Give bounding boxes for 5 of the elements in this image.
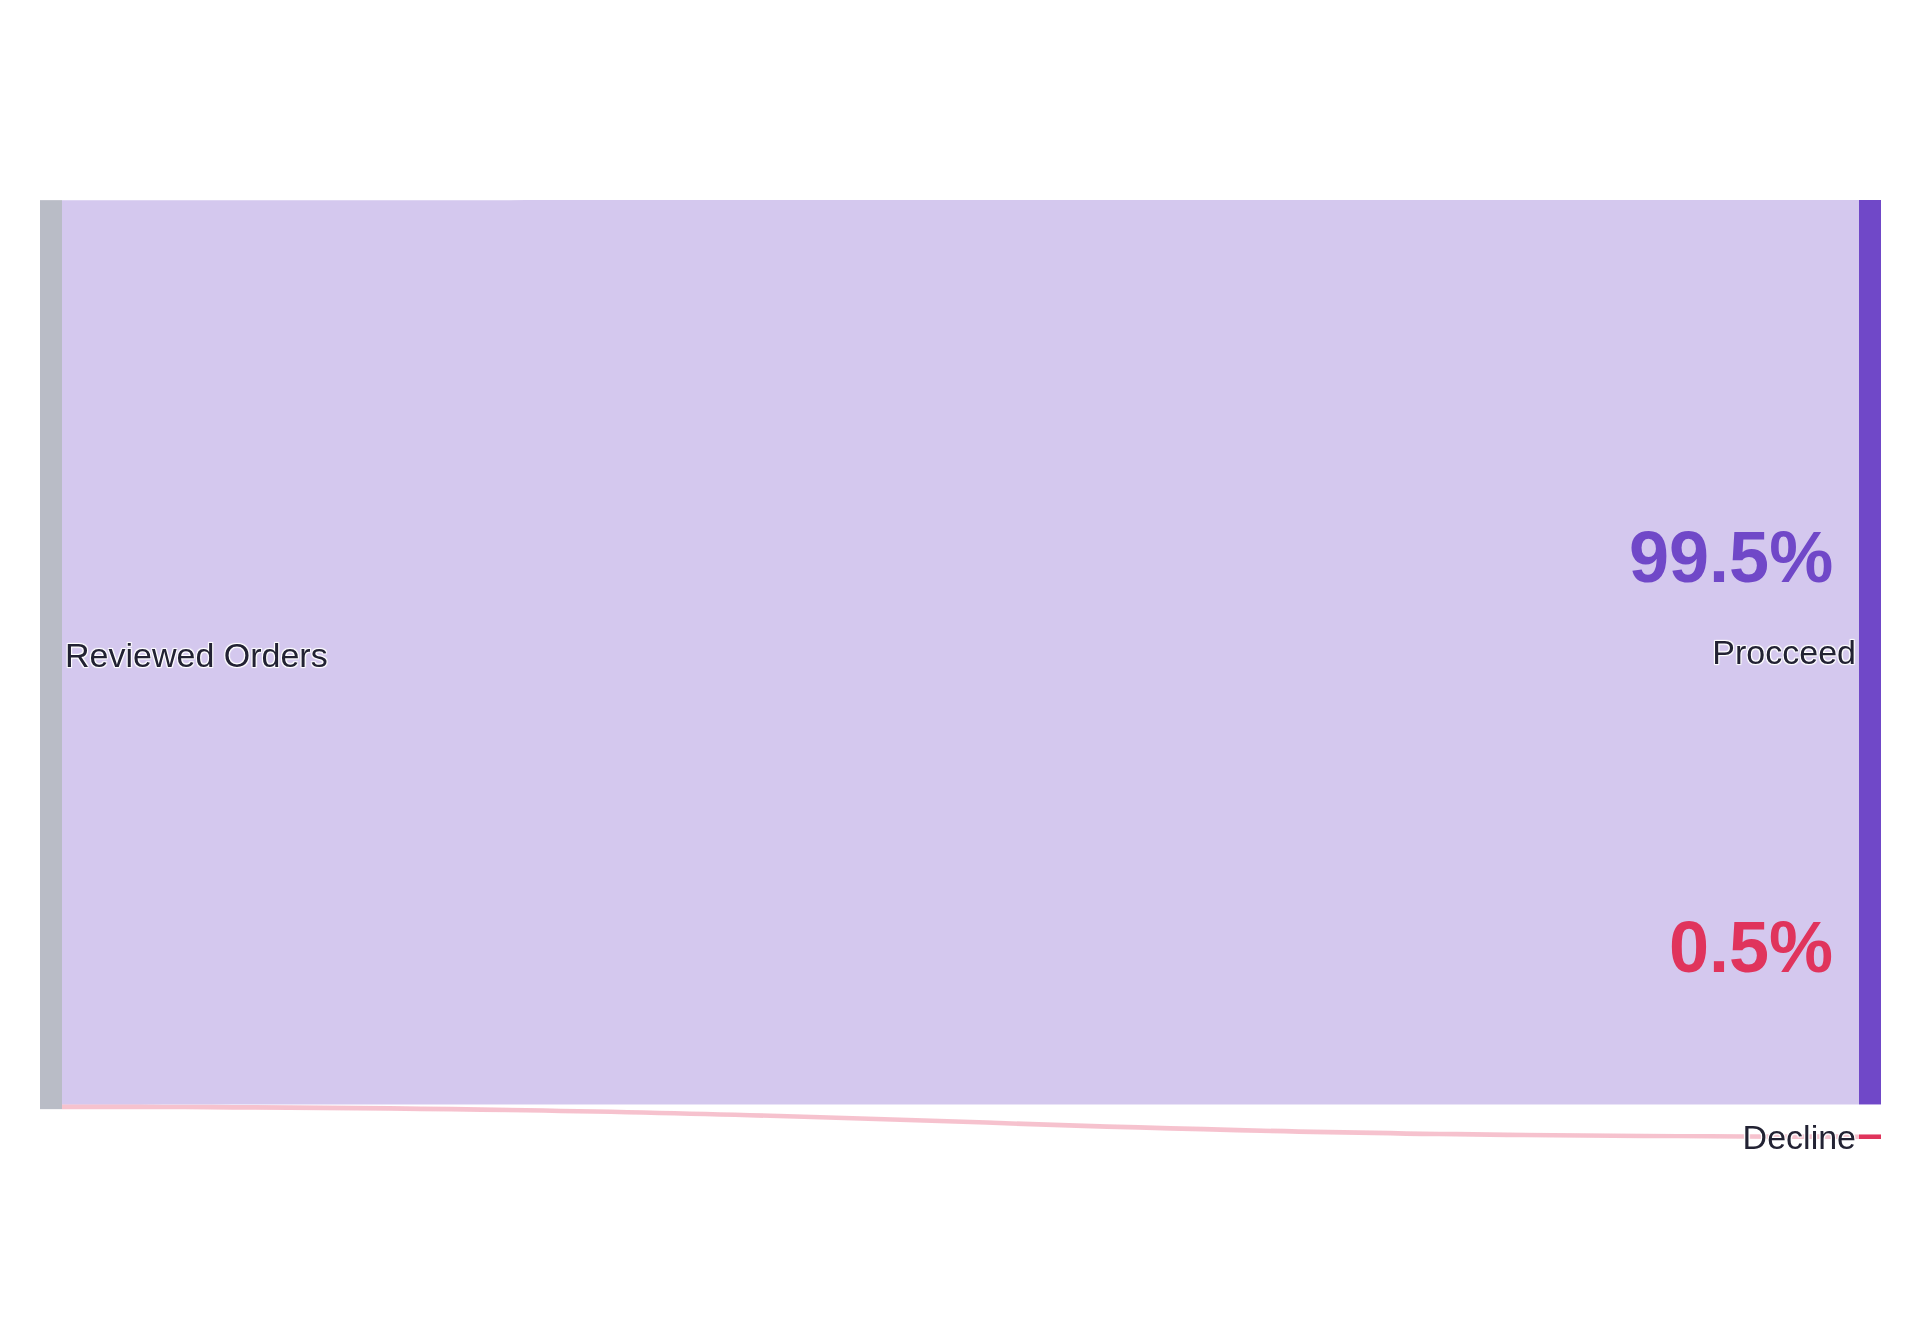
text: Reviewed Orders (65, 635, 328, 674)
category-label: Decline (1742, 1117, 1856, 1156)
data-label: 99.5% (1629, 517, 1834, 597)
data-label: 0.5% (1669, 907, 1834, 987)
category-label: Procceed (1712, 633, 1856, 672)
